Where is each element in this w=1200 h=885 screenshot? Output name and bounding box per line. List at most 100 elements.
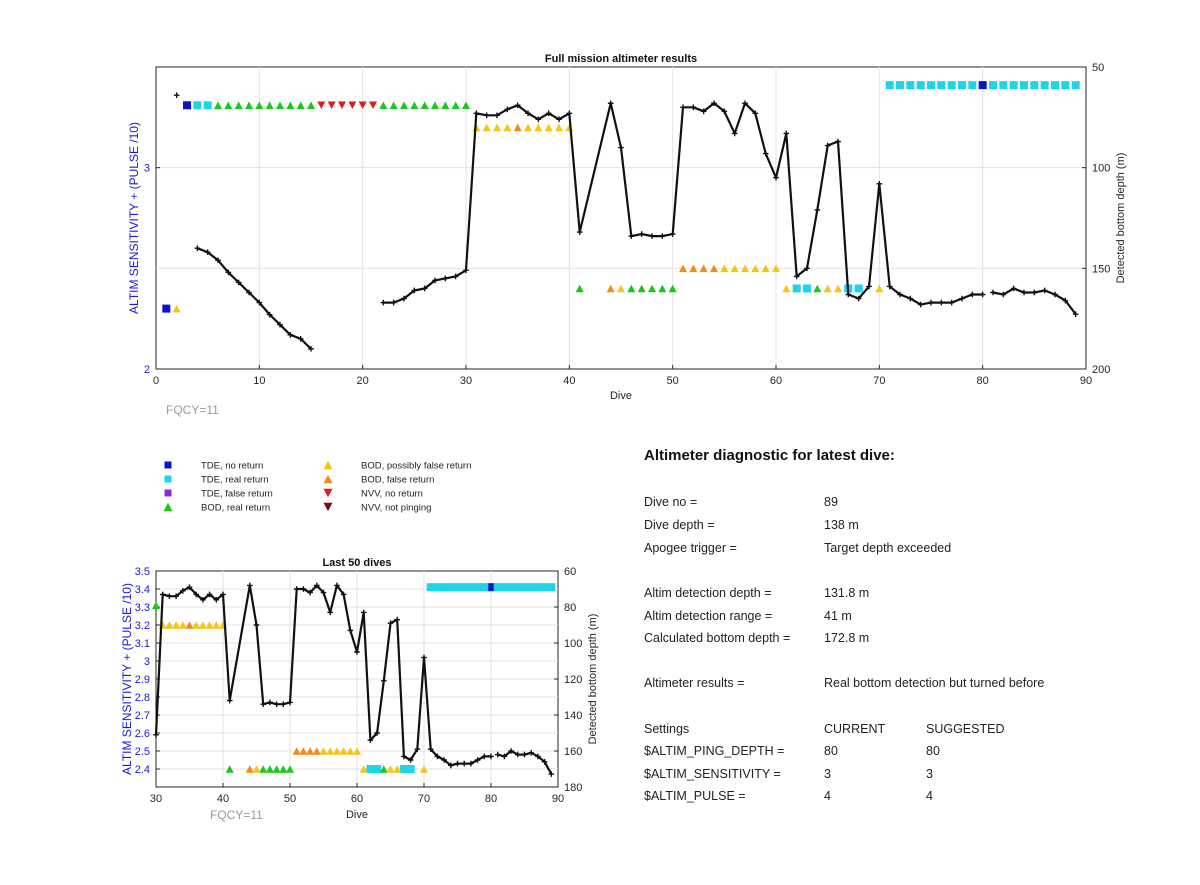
bod-false-return-marker [306,747,315,755]
x-tick-label: 90 [1080,375,1092,387]
x-tick-label: 10 [253,375,265,387]
bottom-depth-point [773,174,779,181]
diag-label-dive-no: Dive no = [644,495,698,509]
tde-real-return-marker [947,81,956,90]
bottom-depth-point [387,620,394,626]
bottom-depth-point [380,299,387,306]
bottom-depth-point [1021,289,1027,296]
bottom-depth-point [432,277,438,284]
bod-false-return-marker [185,621,194,629]
full-mission-ticks: 0 10 20 30 40 50 60 70 80 90 2 3 50 100 150 200 [144,62,1110,387]
full-mission-title: Full mission altimeter results [545,53,697,65]
bod-possibly-false-return-marker [359,765,368,773]
tde-real-return-marker [999,81,1008,90]
bod-possibly-false-return-marker [192,621,201,629]
tde-real-return-marker [203,101,212,110]
settings-header-label: Settings [644,722,690,736]
bod-real-return-marker [272,765,281,773]
x-tick-label: 30 [150,793,162,805]
bottom-depth-point [411,287,418,294]
bottom-depth-point [153,732,159,738]
bod-possibly-false-return-marker [178,621,187,629]
bottom-depth-point [990,289,996,296]
bod-real-return-marker [400,101,408,110]
tde-real-return-marker [1061,81,1070,90]
bod-possibly-false-return-marker [761,264,770,273]
bottom-depth-point [247,582,253,589]
bottom-depth-point [226,697,233,704]
bod-possibly-false-return-marker [772,264,780,273]
tde-real-return-marker [906,81,915,90]
bottom-depth-point [414,746,421,752]
bottom-depth-point [483,112,490,119]
tde-real-return-marker [1071,81,1080,90]
last-50-dives-chart: 30 40 50 60 70 80 90 2.4 2.5 2.6 2.7 2.8 2.9 3 3.1 3.2 3… [120,557,599,822]
diag-value-dive-no: 89 [824,495,838,509]
bod-possibly-false-return-marker [212,621,221,629]
bottom-depth-point [297,336,304,342]
diag-label-apogee-trigger: Apogee trigger = [644,541,737,555]
bod-false-return-marker [245,765,254,773]
right-y-tick-label: 150 [1092,263,1110,275]
setting-current-ping-depth: 80 [824,744,838,758]
bottom-depth-point [340,591,347,598]
x-tick-label: 60 [351,793,363,805]
bod-possibly-false-return-marker [482,123,491,132]
setting-current-sensitivity: 3 [824,767,831,781]
bod-real-return-marker [431,101,439,110]
last-50-title: Last 50 dives [322,557,391,569]
x-tick-label: 70 [418,793,430,805]
bod-real-return-marker [265,101,274,110]
bottom-depth-point [273,701,280,707]
tde-real-return-marker [193,101,202,110]
tde-real-return-marker [453,583,462,592]
bod-possibly-false-return-marker [782,284,791,293]
bod-possibly-false-return-marker [420,765,428,773]
bottom-depth-point [180,588,186,594]
bod-real-return-marker [389,101,398,110]
bod-real-return-marker [451,101,460,110]
bottom-depth-point [1000,291,1007,298]
bottom-depth-point [948,299,955,306]
bottom-depth-point [1062,297,1069,304]
bottom-depth-point [521,751,528,758]
bottom-depth-point [277,321,283,328]
bottom-depth-point [193,591,199,598]
bottom-depth-point [267,699,273,706]
left-y-tick-label: 3 [144,163,150,175]
bottom-depth-point [204,249,211,256]
left-y-tick-label: 3.1 [135,638,150,650]
right-y-tick-label: 120 [564,674,582,686]
bottom-depth-point [320,589,327,596]
bottom-depth-point [731,130,738,137]
tde-real-return-marker [507,583,516,592]
diag-value-calculated-bottom-depth: 172.8 m [824,631,870,645]
left-y-tick-label: 3 [144,656,150,668]
settings-header-suggested: SUGGESTED [926,722,1005,736]
full-mission-grid [156,67,1086,369]
bod-possibly-false-return-marker [875,284,884,293]
bottom-depth-point [814,207,821,213]
tde-no-return-legend-label: TDE, no return [201,461,263,472]
bottom-depth-point [253,622,260,628]
tde-real-return-marker [460,583,469,592]
bottom-depth-point [938,299,945,306]
bottom-depth-point [200,597,206,603]
diag-value-altimeter-results: Real bottom detection but turned before [824,676,1045,690]
bottom-depth-point [721,108,728,115]
bottom-depth-point [300,586,307,592]
bod-possibly-false-return-marker [198,621,207,629]
bottom-depth-point [504,106,511,113]
tde-real-return-marker [896,81,904,90]
bod-possibly-false-return-marker [493,123,501,132]
right-y-tick-label: 100 [1092,163,1110,175]
bottom-depth-point [166,593,173,599]
bottom-depth-point [804,265,810,272]
bottom-depth-point [541,759,548,765]
nvv-not-pinging-legend-label: NVV, not pinging [361,503,431,514]
tde-real-return-marker [1020,81,1028,90]
bottom-depth-point [835,138,841,145]
bottom-depth-point [669,231,676,237]
bottom-depth-point [501,753,508,760]
tde-false-return-legend-marker [164,489,172,497]
